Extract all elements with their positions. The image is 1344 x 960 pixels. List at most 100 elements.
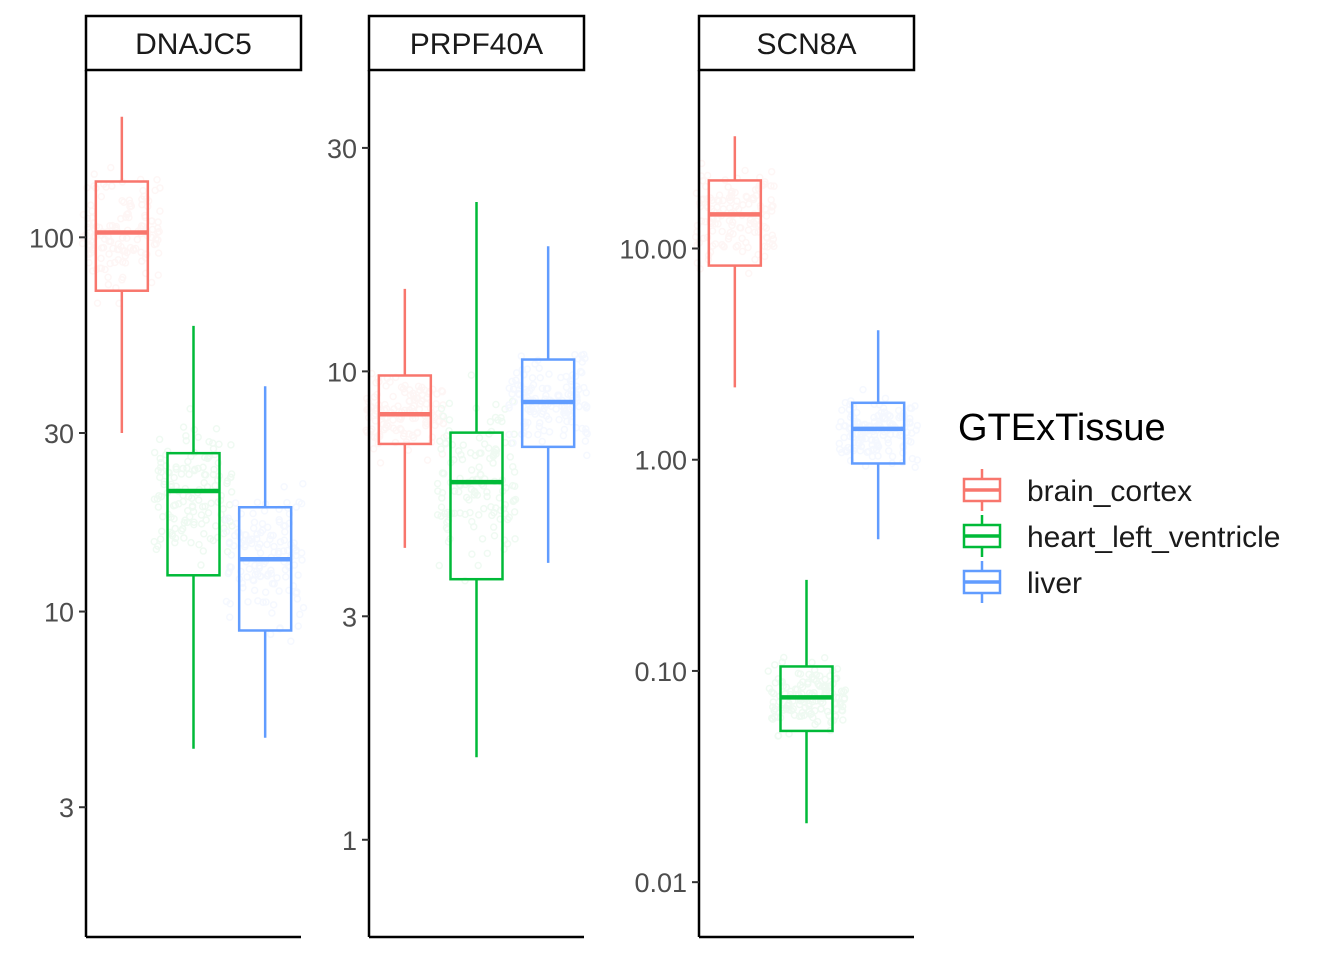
jitter-point [561, 407, 570, 415]
jitter-point [461, 510, 469, 519]
jitter-point [750, 220, 759, 228]
jitter-point [560, 407, 569, 415]
jitter-point [129, 246, 138, 255]
jitter-point [582, 404, 591, 412]
jitter-point [401, 381, 409, 390]
jitter-point [719, 196, 727, 205]
jitter-point [494, 416, 502, 424]
jitter-point [438, 450, 447, 458]
jitter-point [736, 223, 744, 232]
jitter-point [729, 230, 737, 238]
jitter-point [538, 410, 546, 418]
y-tick-label: 30 [44, 419, 74, 449]
jitter-point [506, 453, 515, 461]
jitter-point [263, 523, 272, 532]
jitter-point [254, 597, 262, 605]
jitter-point [846, 413, 855, 421]
jitter-point [738, 234, 746, 243]
jitter-point [457, 451, 465, 459]
jitter-point [905, 418, 914, 426]
jitter-point [438, 494, 446, 502]
jitter-point [708, 227, 717, 235]
jitter-point [714, 220, 722, 228]
jitter-points [362, 350, 592, 585]
jitter-point [539, 407, 547, 416]
jitter-point [105, 250, 113, 258]
jitter-point [416, 400, 424, 408]
jitter-point [822, 686, 831, 694]
jitter-point [220, 529, 228, 538]
jitter-point [381, 423, 390, 432]
jitter-point [255, 564, 264, 572]
jitter-point [834, 694, 843, 702]
jitter-point [480, 440, 489, 448]
jitter-point [275, 587, 283, 595]
jitter-point [483, 492, 491, 501]
jitter-point [389, 416, 397, 424]
jitter-point [381, 400, 389, 409]
jitter-point [508, 397, 517, 406]
jitter-point [841, 446, 850, 455]
jitter-point [807, 709, 816, 718]
jitter-point [461, 576, 469, 585]
jitter-point [768, 231, 777, 239]
jitter-point [137, 248, 145, 257]
jitter-point [713, 203, 721, 211]
jitter-point [200, 478, 208, 487]
jitter-point [124, 210, 132, 218]
jitter-point [794, 669, 803, 678]
jitter-point [108, 221, 117, 230]
jitter-point [391, 438, 400, 447]
jitter-point [768, 240, 777, 248]
jitter-point [477, 471, 485, 479]
jitter-point [280, 482, 288, 491]
jitter-point [171, 534, 180, 543]
jitter-point [147, 278, 156, 287]
jitter-point [197, 520, 206, 528]
jitter-point [783, 702, 792, 710]
jitter-point [389, 424, 398, 433]
jitter-point [275, 518, 284, 526]
jitter-point [108, 182, 116, 190]
jitter-point [774, 731, 783, 740]
jitter-point [409, 389, 417, 398]
jitter-point [255, 562, 264, 570]
jitter-point [562, 383, 571, 392]
jitter-point [174, 500, 183, 508]
jitter-point [542, 412, 551, 420]
jitter-point [400, 429, 408, 438]
jitter-point [448, 509, 456, 518]
jitter-point [177, 470, 186, 478]
jitter-point [217, 491, 225, 500]
jitter-point [841, 686, 850, 694]
y-tick-label: 3 [59, 793, 74, 823]
jitter-point [184, 492, 193, 501]
jitter-point [396, 424, 405, 433]
jitter-point [484, 444, 493, 452]
jitter-point [742, 192, 750, 201]
jitter-point [764, 667, 772, 675]
jitter-point [439, 401, 447, 409]
jitter-point [821, 675, 829, 684]
jitter-point [873, 446, 881, 454]
jitter-point [156, 207, 164, 215]
jitter-point [428, 433, 437, 441]
jitter-point [224, 514, 233, 522]
jitter-point [525, 387, 534, 395]
jitter-point [154, 249, 163, 257]
jitter-point [490, 508, 498, 517]
jitter-point [511, 535, 519, 543]
jitter-point [538, 384, 547, 393]
jitter-point [857, 442, 866, 451]
jitter-point [719, 205, 728, 213]
jitter-point [582, 428, 590, 437]
jitter-point [769, 235, 778, 243]
jitter-point [840, 433, 848, 442]
jitter-point [847, 445, 855, 453]
strip-header [84, 14, 303, 72]
jitter-point [510, 508, 519, 516]
jitter-point [241, 542, 249, 551]
jitter-point [154, 466, 162, 475]
jitter-point [256, 572, 265, 580]
jitter-point [805, 707, 813, 715]
